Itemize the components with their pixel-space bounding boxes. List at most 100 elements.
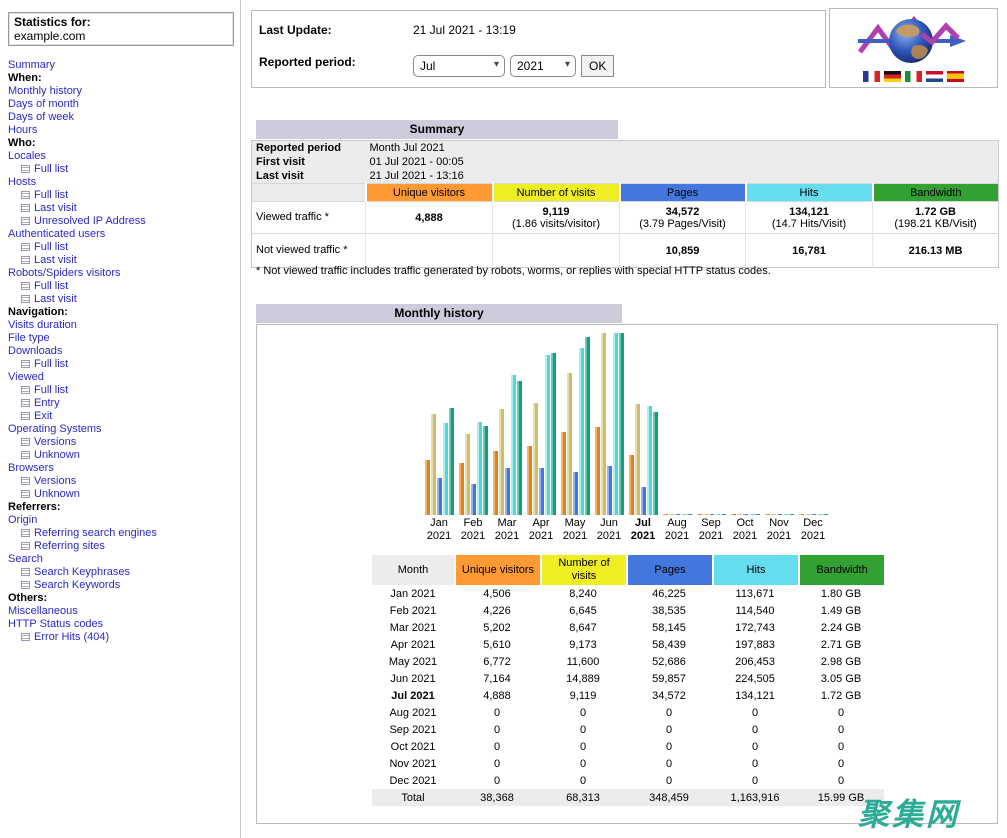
- bandwidth-cell: 1.49 GB: [820, 604, 862, 617]
- sidebar-item-error-hits-404[interactable]: Error Hits (404): [8, 631, 234, 644]
- x-label-sep-2021: Sep 2021: [691, 517, 731, 543]
- sidebar-item-hours[interactable]: Hours: [8, 124, 234, 137]
- sidebar-item-referring-search-engines[interactable]: Referring search engines: [8, 527, 234, 540]
- list-bullet-icon: [21, 165, 30, 173]
- summary-info-row: First visit 01 Jul 2021 - 00:05: [251, 155, 999, 169]
- sidebar-item-search[interactable]: Search: [8, 553, 234, 566]
- sidebar-item-locales[interactable]: Locales: [8, 150, 234, 163]
- summary-info-value: 21 Jul 2021 - 13:16: [365, 169, 999, 184]
- bar-bandwidth-gb: [720, 514, 726, 515]
- bar-pages: [538, 468, 544, 515]
- list-bullet-icon: [21, 399, 30, 407]
- value-sub: (198.21 KB/Visit): [894, 217, 977, 230]
- bar-number-of-visits: [736, 514, 742, 515]
- sidebar-item-referring-sites[interactable]: Referring sites: [8, 540, 234, 553]
- sidebar-item-visits-duration[interactable]: Visits duration: [8, 319, 234, 332]
- germany-flag-icon[interactable]: [884, 71, 901, 82]
- month-cell: Oct 2021: [390, 740, 436, 753]
- month-select[interactable]: Jul: [413, 55, 505, 77]
- sidebar-item-robots-spiders-visitors[interactable]: Robots/Spiders visitors: [8, 267, 234, 280]
- sidebar-item-days-of-month[interactable]: Days of month: [8, 98, 234, 111]
- sidebar-item-origin[interactable]: Origin: [8, 514, 234, 527]
- sidebar-item-search-keywords[interactable]: Search Keywords: [8, 579, 234, 592]
- bar-group-jun-2021: [592, 333, 626, 515]
- column-header-unique-visitors: Unique visitors: [454, 555, 540, 585]
- sidebar-item-miscellaneous[interactable]: Miscellaneous: [8, 605, 234, 618]
- bar-pages: [606, 466, 612, 515]
- sidebar-item-browsers[interactable]: Browsers: [8, 462, 234, 475]
- netherlands-flag-icon[interactable]: [926, 71, 943, 82]
- spain-flag-icon[interactable]: [947, 71, 964, 82]
- not-viewed-traffic-label: Not viewed traffic *: [251, 233, 366, 268]
- ok-button[interactable]: OK: [581, 55, 615, 77]
- bar-group-may-2021: [558, 337, 592, 515]
- sidebar-link-label: Origin: [8, 514, 38, 526]
- sidebar-item-full-list[interactable]: Full list: [8, 189, 234, 202]
- sidebar-item-operating-systems[interactable]: Operating Systems: [8, 423, 234, 436]
- bandwidth-cell: 3.05 GB: [820, 672, 862, 685]
- sidebar-item-versions[interactable]: Versions: [8, 436, 234, 449]
- month-cell: Apr 2021: [390, 638, 436, 651]
- x-label-month: Sep: [701, 517, 721, 529]
- summary-footnote: * Not viewed traffic includes traffic ge…: [256, 265, 771, 277]
- sidebar-item-summary[interactable]: Summary: [8, 59, 234, 72]
- sidebar-item-versions[interactable]: Versions: [8, 475, 234, 488]
- column-header-number-of-visits: Number of visits: [540, 555, 626, 585]
- sidebar-item-full-list[interactable]: Full list: [8, 163, 234, 176]
- monthly-history-table: Month Unique visitors Number of visits Page…: [372, 555, 884, 806]
- monthly-table-body: Month Unique visitors Number of visits Page…: [372, 555, 884, 806]
- monthly-row-jul-2021: Jul 2021 4,888 9,119 34,572 134,121 1.72 GB: [372, 687, 884, 704]
- sidebar-item-unknown[interactable]: Unknown: [8, 488, 234, 501]
- value-main: 1.72 GB: [915, 205, 956, 218]
- summary-info-value: 01 Jul 2021 - 00:05: [365, 155, 999, 169]
- x-label-dec-2021: Dec 2021: [793, 517, 833, 543]
- pages-cell: 0: [665, 757, 673, 770]
- year-select[interactable]: 2021: [510, 55, 576, 77]
- list-bullet-icon: [21, 412, 30, 420]
- monthly-row-may-2021: May 2021 6,772 11,600 52,686 206,453 2.98 GB: [372, 653, 884, 670]
- sidebar-item-full-list[interactable]: Full list: [8, 280, 234, 293]
- sidebar-item-last-visit[interactable]: Last visit: [8, 293, 234, 306]
- hits-cell: 0: [751, 774, 759, 787]
- italy-flag-icon[interactable]: [905, 71, 922, 82]
- sidebar-item-hosts[interactable]: Hosts: [8, 176, 234, 189]
- sidebar-item-last-visit[interactable]: Last visit: [8, 254, 234, 267]
- sidebar-item-full-list[interactable]: Full list: [8, 241, 234, 254]
- sidebar-item-entry[interactable]: Entry: [8, 397, 234, 410]
- bar-pages: [674, 514, 680, 515]
- france-flag-icon[interactable]: [863, 71, 880, 82]
- sidebar-item-full-list[interactable]: Full list: [8, 358, 234, 371]
- sidebar-item-full-list[interactable]: Full list: [8, 384, 234, 397]
- pages-cell: 38,535: [652, 604, 686, 617]
- bar-unique-visitors: [662, 514, 668, 515]
- bar-hits: [578, 348, 584, 515]
- bar-group-nov-2021: [762, 514, 796, 515]
- number-of-visits-cell: 0: [579, 774, 587, 787]
- x-label-year: 2021: [800, 530, 826, 542]
- not-viewed-traffic-value: 16,781: [745, 233, 873, 268]
- last-update-value: 21 Jul 2021 - 13:19: [413, 23, 516, 37]
- awstats-logo-box[interactable]: [829, 8, 998, 88]
- list-bullet-icon: [21, 581, 30, 589]
- sidebar-item-exit[interactable]: Exit: [8, 410, 234, 423]
- sidebar-item-downloads[interactable]: Downloads: [8, 345, 234, 358]
- sidebar-item-monthly-history[interactable]: Monthly history: [8, 85, 234, 98]
- sidebar-item-http-status-codes[interactable]: HTTP Status codes: [8, 618, 234, 631]
- pages-cell: 0: [665, 706, 673, 719]
- sidebar-link-label: Locales: [8, 150, 46, 162]
- sidebar-item-days-of-week[interactable]: Days of week: [8, 111, 234, 124]
- list-bullet-icon: [21, 256, 30, 264]
- sidebar-link-label: Days of month: [8, 98, 79, 110]
- x-label-month: May: [564, 517, 586, 529]
- sidebar-link-label: Referring search engines: [34, 527, 157, 539]
- sidebar-item-viewed[interactable]: Viewed: [8, 371, 234, 384]
- sidebar-item-last-visit[interactable]: Last visit: [8, 202, 234, 215]
- sidebar-item-authenticated-users[interactable]: Authenticated users: [8, 228, 234, 241]
- sidebar-item-file-type[interactable]: File type: [8, 332, 234, 345]
- sidebar-item-search-keyphrases[interactable]: Search Keyphrases: [8, 566, 234, 579]
- bandwidth-cell: 2.98 GB: [820, 655, 862, 668]
- column-header-pages: Pages: [626, 555, 712, 585]
- sidebar-item-unknown[interactable]: Unknown: [8, 449, 234, 462]
- bandwidth-cell: 0: [837, 740, 845, 753]
- sidebar-item-unresolved-ip-address[interactable]: Unresolved IP Address: [8, 215, 234, 228]
